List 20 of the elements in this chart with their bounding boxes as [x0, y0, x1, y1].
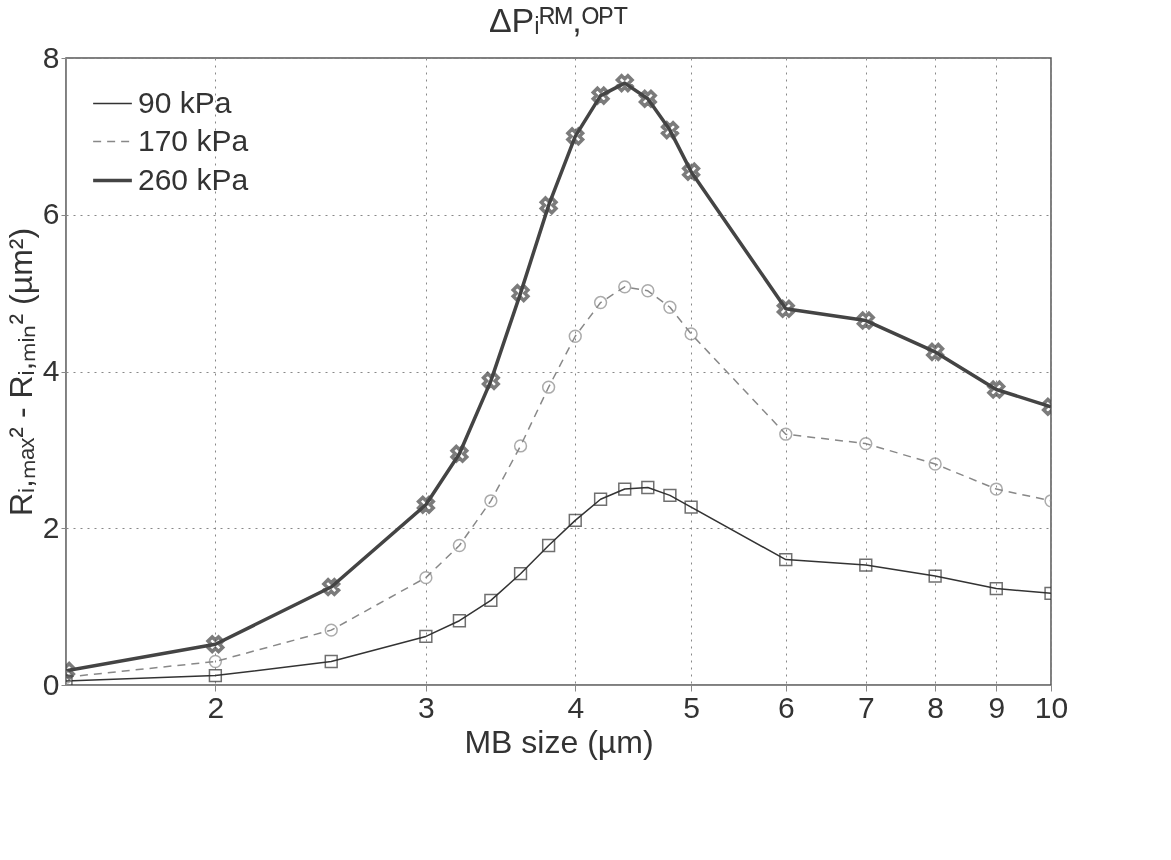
- y-tick-label: 4: [42, 354, 60, 387]
- y-tick-label: 6: [42, 197, 60, 231]
- y-axis-title: Rᵢ,ₘₐₓ² - Rᵢ,ₘᵢₙ² (µm²): [2, 227, 39, 517]
- x-tick-label: 10: [1034, 690, 1069, 724]
- x-tick-label: 3: [418, 690, 435, 724]
- legend-label: 170 kPa: [138, 123, 249, 157]
- x-tick-label: 5: [683, 690, 700, 724]
- legend-label: 90 kPa: [138, 85, 232, 119]
- x-tick-label: 4: [567, 690, 585, 724]
- x-tick-label: 2: [207, 690, 225, 724]
- x-axis-title: MB size (µm): [464, 723, 654, 760]
- x-tick-label: 9: [988, 690, 1006, 724]
- x-tick-label: 6: [777, 690, 795, 724]
- y-tick-label: 2: [42, 510, 60, 544]
- legend-label: 260 kPa: [138, 162, 249, 196]
- x-tick-label: 7: [857, 690, 875, 724]
- y-tick-label: 8: [42, 40, 60, 74]
- y-tick-label: 0: [42, 667, 60, 701]
- chart-title: ΔPᵢᴿᴹ,ᴼᴾᵀ: [488, 1, 629, 39]
- x-tick-label: 8: [927, 690, 944, 724]
